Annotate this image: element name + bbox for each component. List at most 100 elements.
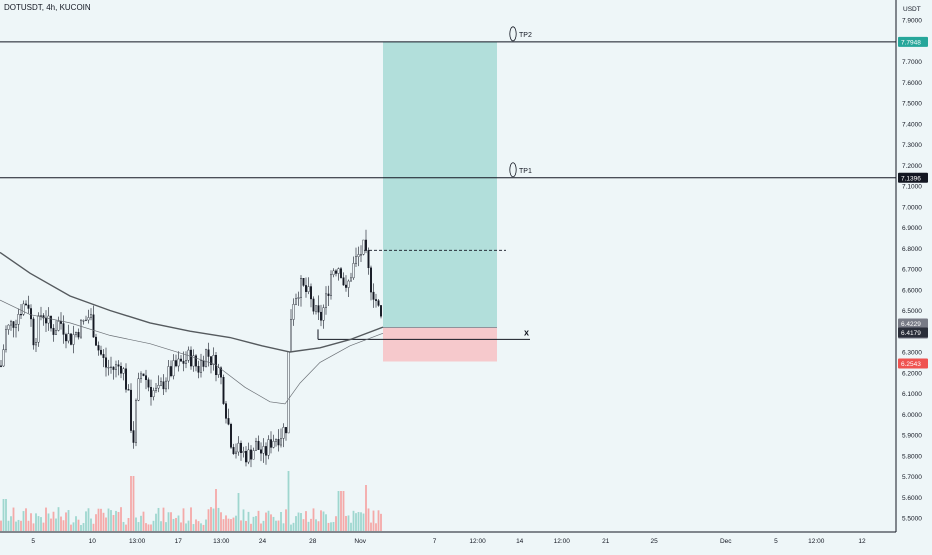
- candle-body: [302, 278, 305, 286]
- candle-body: [380, 305, 383, 317]
- level-badge-tp1-bg: [898, 172, 928, 183]
- volume-bar: [222, 519, 225, 531]
- candle-body: [112, 366, 115, 370]
- volume-bar: [185, 523, 187, 531]
- volume-bar: [250, 523, 252, 531]
- price-tick-label: 7.9000: [902, 18, 922, 25]
- price-tick-label: 6.9000: [902, 225, 922, 232]
- candle-body: [227, 418, 230, 425]
- candle-body: [199, 360, 202, 373]
- time-tick-label: Dec: [720, 538, 732, 545]
- stop-price-badge: 6.2543: [901, 361, 921, 368]
- candle-body: [7, 324, 10, 330]
- candle-body: [315, 305, 318, 312]
- volume-bar: [290, 524, 292, 531]
- candle-body: [300, 278, 303, 298]
- volume-bar: [7, 520, 10, 531]
- price-tick-label: 6.7000: [902, 267, 922, 274]
- candle-body: [249, 449, 252, 460]
- volume-bar: [370, 522, 372, 531]
- candle-body: [229, 424, 232, 448]
- candle-body: [362, 239, 365, 255]
- volume-bar: [232, 517, 235, 531]
- price-tick-label: 7.4000: [902, 121, 922, 128]
- candle-body: [342, 277, 345, 286]
- volume-bar: [122, 521, 125, 531]
- volume-bar: [77, 519, 80, 531]
- volume-bar: [337, 491, 340, 531]
- volume-group: [0, 471, 382, 531]
- candle-body: [212, 355, 215, 365]
- price-tick-label: 5.9000: [902, 433, 922, 440]
- moving-average-fast: [0, 299, 384, 405]
- volume-bar: [210, 507, 212, 531]
- candle-body: [197, 365, 200, 373]
- candle-body: [365, 239, 368, 251]
- candle-body: [265, 446, 268, 456]
- candle-body: [35, 342, 38, 346]
- volume-bar: [27, 520, 30, 531]
- candle-body: [127, 389, 130, 391]
- volume-bar: [147, 524, 150, 531]
- candle-body: [335, 270, 338, 274]
- candle-body: [172, 360, 175, 377]
- volume-bar: [115, 510, 117, 531]
- candle-body: [352, 263, 355, 279]
- volume-bar: [62, 520, 65, 531]
- volume-bar: [257, 510, 260, 531]
- volume-bar: [165, 522, 167, 531]
- volume-bar: [172, 518, 175, 531]
- price-tick-label: 6.3000: [902, 350, 922, 357]
- candle-body: [209, 356, 212, 365]
- volume-bar: [12, 507, 15, 531]
- candle-body: [117, 364, 120, 367]
- candle-body: [267, 439, 270, 456]
- volume-bar: [135, 517, 137, 531]
- price-tick-label: 7.1000: [902, 184, 922, 191]
- volume-bar: [252, 516, 255, 531]
- candle-body: [124, 368, 127, 390]
- candle-body: [17, 314, 20, 325]
- volume-bar: [85, 511, 87, 531]
- candle-body: [82, 320, 85, 322]
- volume-bar: [330, 522, 332, 531]
- candle-body: [360, 254, 363, 256]
- volume-bar: [182, 508, 185, 531]
- volume-bar: [200, 523, 202, 531]
- volume-bar: [315, 519, 317, 531]
- price-tick-label: 5.8000: [902, 453, 922, 460]
- volume-bar: [295, 516, 297, 531]
- candle-body: [77, 331, 80, 338]
- volume-bar: [187, 520, 190, 531]
- candle-body: [104, 357, 107, 368]
- volume-bar: [5, 499, 7, 531]
- candle-body: [55, 330, 58, 335]
- target-zone: [383, 41, 497, 328]
- candle-body: [222, 376, 225, 404]
- volume-bar: [212, 508, 215, 531]
- volume-bar: [52, 511, 55, 531]
- volume-bar: [102, 512, 105, 531]
- volume-bar: [155, 513, 157, 531]
- candle-body: [370, 267, 373, 293]
- volume-bar: [32, 523, 35, 531]
- candle-body: [147, 379, 150, 388]
- candle-body: [242, 451, 245, 453]
- candle-body: [69, 333, 72, 345]
- candle-body: [287, 351, 290, 434]
- time-tick-label: 12: [858, 538, 866, 545]
- volume-bar: [277, 520, 280, 531]
- volume-bar: [262, 520, 265, 531]
- candle-body: [290, 319, 293, 352]
- volume-bar: [327, 522, 330, 531]
- volume-bar: [15, 521, 17, 531]
- candle-body: [94, 336, 97, 346]
- volume-bar: [340, 491, 342, 531]
- volume-bar: [362, 513, 365, 531]
- volume-bar: [322, 511, 325, 531]
- volume-bar: [47, 513, 50, 531]
- candle-body: [247, 449, 250, 463]
- candle-body: [350, 277, 353, 282]
